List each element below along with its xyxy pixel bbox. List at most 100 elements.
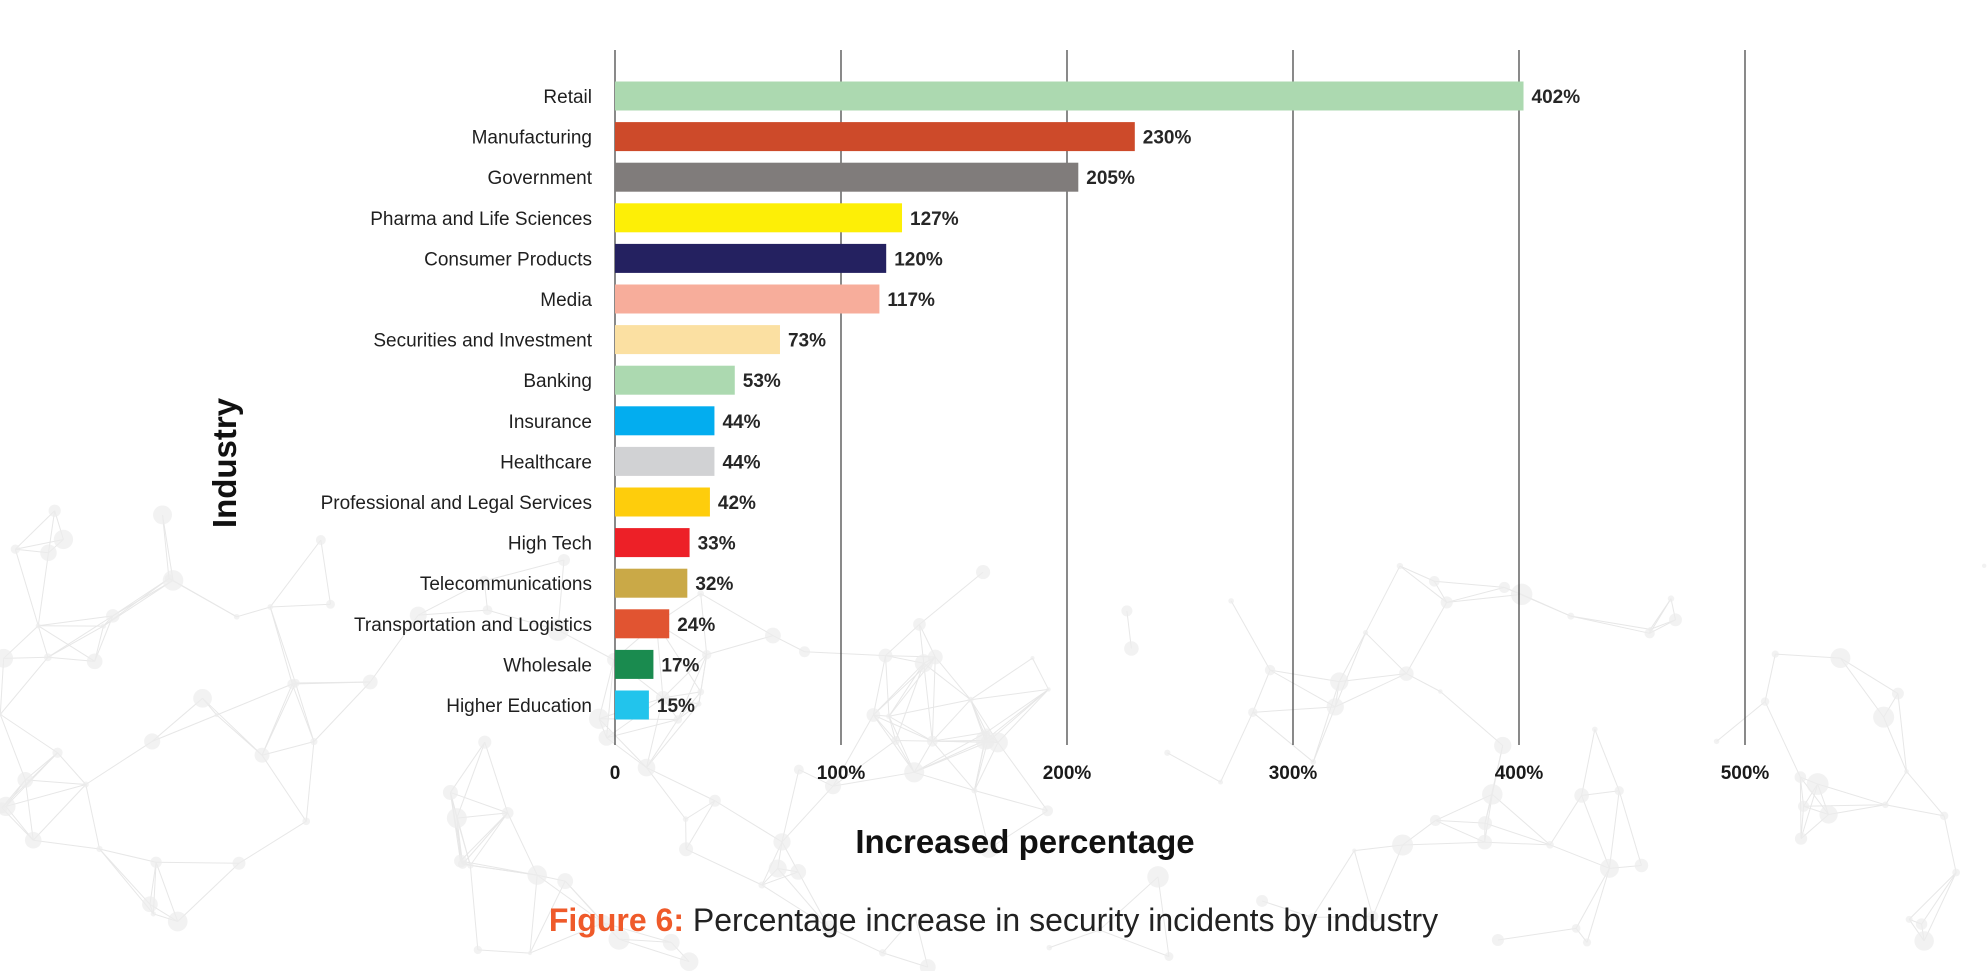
network-node <box>17 772 34 788</box>
network-node <box>1498 581 1510 593</box>
value-label: 127% <box>910 209 959 230</box>
network-node <box>1494 736 1512 755</box>
network-link <box>888 715 933 742</box>
network-link <box>1897 693 1908 772</box>
network-node <box>557 553 571 567</box>
network-node <box>1352 848 1357 853</box>
network-link <box>507 812 538 876</box>
network-link <box>700 654 708 692</box>
network-link <box>832 740 896 787</box>
network-link <box>934 656 971 701</box>
value-label: 205% <box>1086 168 1135 189</box>
network-node <box>1164 952 1174 961</box>
network-link <box>677 703 700 720</box>
x-tick-labels: 0 100% 200% 300% 400% 500% <box>610 763 1770 784</box>
network-link <box>804 651 886 657</box>
network-link <box>1434 580 1505 588</box>
network-node <box>150 856 162 868</box>
network-node <box>878 648 893 663</box>
network-link <box>162 514 170 579</box>
network-node <box>100 623 106 629</box>
network-node <box>1326 698 1344 716</box>
figure-number: Figure 6: <box>548 902 684 938</box>
network-link <box>14 549 39 626</box>
bar-5 <box>615 284 880 314</box>
network-link <box>1099 929 1170 957</box>
network-node <box>1440 596 1453 609</box>
network-link <box>295 681 371 684</box>
network-link <box>1828 804 1886 816</box>
network-link <box>1269 669 1336 708</box>
network-link <box>646 767 687 820</box>
network-node <box>1228 598 1234 604</box>
network-link <box>913 731 987 773</box>
network-link <box>25 779 86 785</box>
network-node <box>696 701 702 707</box>
network-node <box>214 712 219 718</box>
network-link <box>761 884 830 928</box>
value-label: 120% <box>894 249 943 270</box>
network-node <box>1794 832 1808 845</box>
network-node <box>866 708 881 722</box>
network-link <box>970 688 1049 701</box>
category-label: Higher Education <box>446 696 592 717</box>
network-link <box>24 779 34 841</box>
network-link <box>873 662 925 716</box>
network-link <box>973 790 990 849</box>
network-link <box>973 741 988 791</box>
network-node <box>1806 773 1829 795</box>
network-node <box>43 653 52 662</box>
network-node <box>608 928 630 950</box>
network-link <box>47 656 95 662</box>
network-node <box>1760 697 1770 706</box>
network-link <box>781 769 800 843</box>
network-node <box>527 951 533 956</box>
network-link <box>882 915 916 954</box>
network-link <box>1885 804 1945 817</box>
network-link <box>1220 712 1254 783</box>
network-node <box>1164 749 1171 756</box>
network-link <box>484 559 565 582</box>
network-node <box>1713 738 1720 745</box>
network-link <box>450 741 486 793</box>
network-link <box>685 848 763 886</box>
bar-11 <box>615 528 690 558</box>
bar-15 <box>615 690 649 720</box>
network-link <box>99 848 157 863</box>
network-node <box>878 949 887 957</box>
network-node <box>153 505 173 525</box>
network-node <box>982 728 991 737</box>
network-link <box>238 820 307 864</box>
network-node <box>1307 913 1317 922</box>
network-node <box>24 831 42 849</box>
value-label: 44% <box>722 412 760 433</box>
network-link <box>418 580 485 616</box>
network-node <box>167 911 188 932</box>
network-link <box>462 812 509 865</box>
network-node <box>637 758 656 777</box>
network-link <box>295 682 315 742</box>
network-node <box>1428 575 1440 587</box>
network-node <box>1121 605 1133 617</box>
network-link <box>1405 602 1448 674</box>
network-link <box>270 603 331 608</box>
network-node <box>1046 687 1051 692</box>
network-link <box>529 922 604 954</box>
network-node <box>1915 918 1928 930</box>
network-node <box>662 933 680 951</box>
network-link <box>706 635 774 656</box>
network-node <box>1042 805 1053 817</box>
network-link <box>1312 706 1336 763</box>
network-node <box>1574 788 1589 803</box>
network-link <box>1167 752 1221 783</box>
network-node <box>1399 666 1414 681</box>
network-node <box>980 735 995 750</box>
network-node <box>35 623 41 629</box>
network-node <box>232 856 246 870</box>
network-link <box>1399 565 1448 603</box>
network-link <box>1618 790 1642 866</box>
bar-7 <box>615 365 735 395</box>
network-node <box>1030 656 1035 661</box>
bar-13 <box>615 609 670 639</box>
category-label: Manufacturing <box>472 128 592 149</box>
